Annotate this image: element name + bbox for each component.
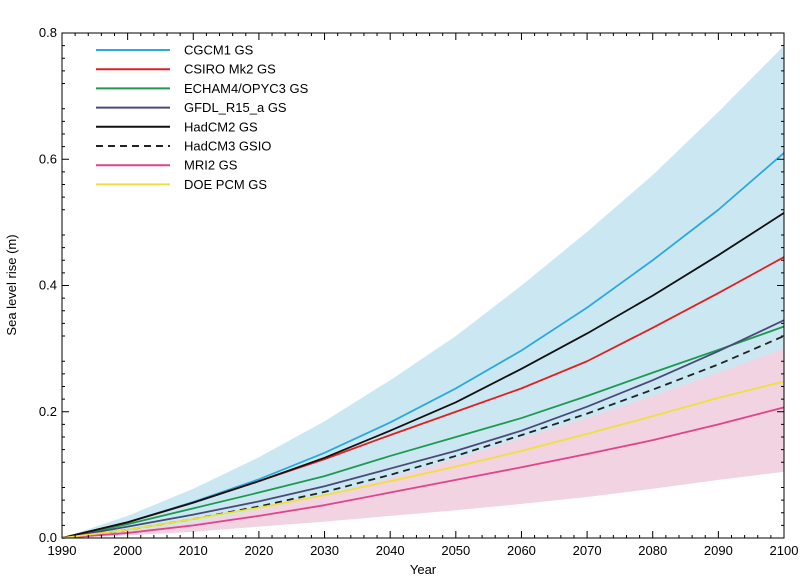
series-line-8: [61, 380, 785, 539]
x-tick-label: 2050: [441, 543, 470, 558]
x-tick-label: 2010: [179, 543, 208, 558]
legend-label-6: HadCM3 GSIO: [184, 139, 271, 154]
uncertainty-bands: [62, 45, 784, 538]
legend-label-5: HadCM2 GS: [184, 119, 258, 134]
x-axis: 1990 2000 2010 2020 2030 2040 2050 2060 2070 2080…: [48, 33, 799, 558]
uncertainty-band-2: [62, 348, 784, 538]
legend-label-4: GFDL_R15_a GS: [184, 100, 287, 115]
x-tick-label: 2020: [244, 543, 273, 558]
legend-label-8: DOE PCM GS: [184, 177, 267, 192]
x-tick-label: 2070: [573, 543, 602, 558]
x-tick-label: 2100: [770, 543, 799, 558]
x-tick-label: 2090: [704, 543, 733, 558]
legend-label-2: CSIRO Mk2 GS: [184, 62, 276, 77]
y-axis: 0.0 0.2 0.4 0.6 0.8: [39, 25, 784, 545]
y-tick-label: 0.8: [39, 25, 57, 40]
x-tick-label: 2030: [310, 543, 339, 558]
legend-label-7: MRI2 GS: [184, 158, 238, 173]
y-tick-label: 0.0: [39, 530, 57, 545]
series-line-4: [61, 319, 785, 539]
x-axis-title: Year: [410, 562, 437, 577]
legend-label-3: ECHAM4/OPYC3 GS: [184, 81, 309, 96]
legend: CGCM1 GS CSIRO Mk2 GS ECHAM4/OPYC3 GS GFDL_…: [96, 43, 309, 192]
series-line-7: [61, 406, 785, 539]
y-axis-title: Sea level rise (m): [4, 234, 19, 335]
y-tick-label: 0.2: [39, 404, 57, 419]
legend-label-1: CGCM1 GS: [184, 43, 254, 58]
x-tick-label: 2040: [376, 543, 405, 558]
x-tick-label: 2000: [113, 543, 142, 558]
y-tick-label: 0.6: [39, 151, 57, 166]
series-lines: [61, 152, 785, 539]
series-line-3: [61, 325, 785, 539]
x-tick-label: 1990: [48, 543, 77, 558]
x-tick-label: 2060: [507, 543, 536, 558]
y-tick-label: 0.4: [39, 278, 57, 293]
x-tick-label: 2080: [638, 543, 667, 558]
series-line-5: [61, 212, 785, 539]
